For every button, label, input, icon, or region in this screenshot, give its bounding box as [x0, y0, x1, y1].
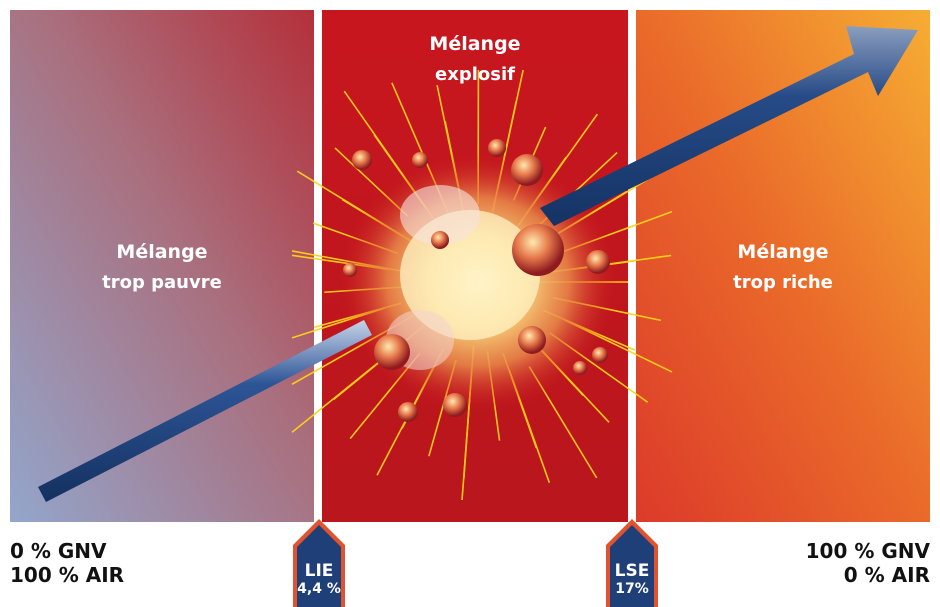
lie-value: 4,4 %	[297, 581, 341, 597]
axis-right-label: 100 % GNV 0 % AIR	[806, 539, 930, 587]
axis-right-gas: 100 % GNV	[805, 539, 930, 563]
zone-rich-subtitle: trop riche	[733, 272, 833, 293]
zone-lean	[10, 10, 314, 522]
fireball	[518, 326, 546, 354]
fireball	[343, 263, 357, 277]
zone-explosive-title: Mélange	[429, 33, 520, 55]
zone-explosive-subtitle: explosif	[435, 64, 515, 85]
up-arrow-marker-icon	[293, 519, 345, 607]
fireball	[573, 361, 587, 375]
fireball	[586, 250, 610, 274]
fireball	[374, 334, 410, 370]
zone-rich-title: Mélange	[737, 241, 828, 263]
lse-value: 17%	[615, 581, 649, 597]
lie-marker: LIE 4,4 %	[291, 517, 347, 607]
lse-name: LSE	[614, 561, 650, 581]
fireball	[352, 150, 372, 170]
axis-left-label: 0 % GNV 100 % AIR	[10, 539, 124, 587]
up-arrow-marker-icon	[606, 519, 658, 607]
arrow-icon	[38, 26, 918, 502]
fireball	[511, 154, 543, 186]
lie-name: LIE	[304, 561, 334, 581]
zone-rich	[636, 10, 930, 522]
fireball	[488, 139, 506, 157]
fireball	[512, 224, 564, 276]
zone-lean-subtitle: trop pauvre	[102, 272, 222, 293]
lse-marker: LSE 17%	[604, 517, 660, 607]
axis-right-air: 0 % AIR	[843, 563, 930, 587]
zone-lean-title: Mélange	[116, 241, 207, 263]
axis-left-gas: 0 % GNV	[10, 539, 107, 563]
axis-left-air: 100 % AIR	[10, 563, 125, 587]
fireball	[412, 152, 428, 168]
fireball	[398, 402, 418, 422]
fireball	[592, 347, 608, 363]
fireball	[443, 393, 467, 417]
fireball	[431, 231, 449, 249]
